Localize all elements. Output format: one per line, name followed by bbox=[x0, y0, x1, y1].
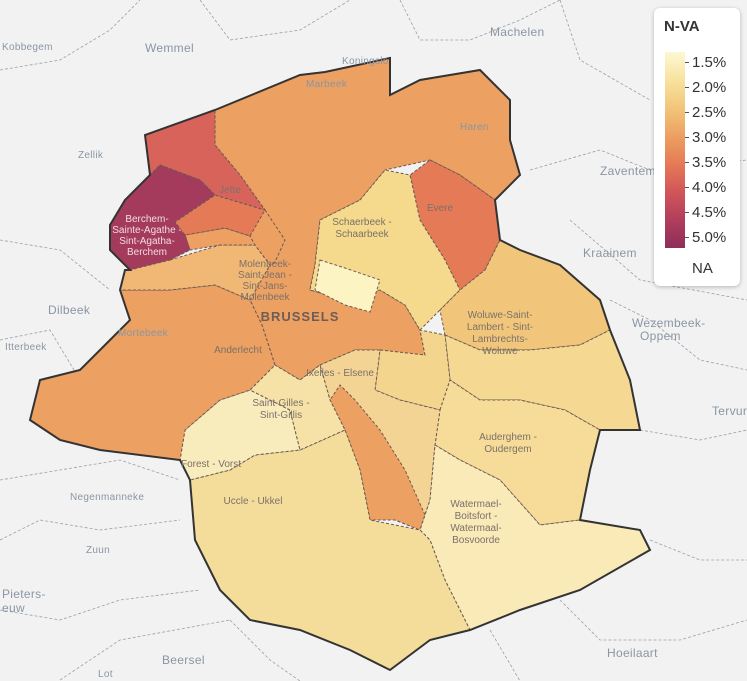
region-saint-josse bbox=[314, 259, 381, 313]
basemap-label: Haren bbox=[460, 122, 489, 133]
municipality-labels: Schaerbeek -Schaarbeek Evere Woluwe-Sain… bbox=[112, 185, 537, 546]
basemap-label: Negenmanneke bbox=[70, 492, 144, 503]
muni-label-jette: Jette bbox=[219, 185, 241, 196]
basemap-label: Oppem bbox=[640, 329, 681, 343]
basemap-label: Zellik bbox=[78, 150, 104, 161]
muni-label-watermael-3: Watermaal- bbox=[450, 523, 501, 534]
legend-tickmark bbox=[685, 162, 689, 163]
muni-label-molenbeek-4: Molenbeek bbox=[241, 292, 291, 303]
basemap-label: euw bbox=[2, 601, 25, 615]
muni-label-uccle: Uccle - Ukkel bbox=[224, 496, 283, 507]
map-legend: N-VA 1.5% 2.0% 2.5% 3.0% 3.5% 4.0% 4.5% … bbox=[654, 8, 740, 286]
legend-tickmark bbox=[685, 137, 689, 138]
svg-text:Berchem-Sainte-Agathe -Sint-Ag: Berchem-Sainte-Agathe -Sint-Agatha-Berch… bbox=[112, 214, 182, 258]
muni-label-forest: Forest - Vorst bbox=[181, 459, 241, 470]
muni-label-watermael-2: Boitsfort - bbox=[455, 511, 498, 522]
muni-label-auderghem-1: Auderghem - bbox=[479, 432, 537, 443]
basemap-label: Hoeilaart bbox=[607, 646, 658, 660]
muni-label-schaerbeek-2: Schaarbeek bbox=[335, 229, 389, 240]
legend-tickmark bbox=[685, 237, 689, 238]
muni-label-woluwe-4: Woluwe bbox=[482, 346, 518, 357]
muni-label-woluwe-3: Lambrechts- bbox=[472, 334, 528, 345]
legend-tickmark bbox=[685, 112, 689, 113]
basemap-label: Zaventem bbox=[600, 164, 656, 178]
legend-tick-label: 2.5% bbox=[692, 104, 727, 121]
basemap-labels: Kobbegem Wemmel Machelen Koningslo Haren… bbox=[2, 25, 747, 680]
muni-label-watermael-4: Bosvoorde bbox=[452, 535, 500, 546]
region-jette bbox=[144, 109, 267, 211]
basemap-label: Pieters- bbox=[2, 587, 46, 601]
region-outline bbox=[28, 56, 652, 672]
legend-na-label: NA bbox=[692, 260, 713, 277]
basemap-label: Tervuren bbox=[712, 404, 747, 418]
svg-text:Auderghem -Oudergem: Auderghem -Oudergem bbox=[479, 432, 537, 455]
muni-label-molenbeek-2: Saint-Jean - bbox=[238, 270, 292, 281]
muni-label-watermael-1: Watermael- bbox=[450, 499, 501, 510]
muni-label-molenbeek-3: Sint-Jans- bbox=[242, 281, 287, 292]
legend-tick-label: 2.0% bbox=[692, 79, 727, 96]
muni-label-woluwe-2: Lambert - Sint- bbox=[467, 322, 533, 333]
legend-color-ramp bbox=[665, 52, 685, 248]
city-label-brussels: BRUSSELS bbox=[261, 309, 340, 324]
basemap-label: Lot bbox=[98, 669, 113, 680]
basemap-label: Machelen bbox=[490, 25, 544, 39]
muni-label-berchem-3: Sint-Agatha- bbox=[119, 236, 175, 247]
muni-label-anderlecht: Anderlecht bbox=[214, 345, 262, 356]
legend-tick-label: 4.0% bbox=[692, 179, 727, 196]
muni-label-woluwe-1: Woluwe-Saint- bbox=[468, 310, 533, 321]
legend-tickmark bbox=[685, 62, 689, 63]
muni-label-saint-gilles-1: Saint-Gilles - bbox=[252, 398, 309, 409]
svg-text:Watermael-Boitsfort -Watermaal: Watermael-Boitsfort -Watermaal-Bosvoorde bbox=[450, 499, 501, 546]
legend-tick-label: 5.0% bbox=[692, 229, 727, 246]
muni-label-auderghem-2: Oudergem bbox=[484, 444, 531, 455]
svg-text:Saint-Gilles -Sint-Gillis: Saint-Gilles -Sint-Gillis bbox=[252, 398, 309, 421]
basemap-label: Wezembeek- bbox=[632, 316, 705, 330]
basemap-label: Koningslo bbox=[342, 56, 389, 67]
basemap-label: Dilbeek bbox=[48, 303, 91, 317]
svg-text:Woluwe-Saint-Lambert - Sint-La: Woluwe-Saint-Lambert - Sint-Lambrechts-W… bbox=[467, 310, 533, 357]
municipality-polygons[interactable] bbox=[29, 57, 651, 671]
basemap-label: Kobbegem bbox=[2, 42, 53, 53]
basemap-label: Kraainem bbox=[583, 246, 637, 260]
basemap-label: Marbeek bbox=[306, 79, 348, 90]
basemap-label: Wemmel bbox=[145, 41, 194, 55]
region-koekelberg-east bbox=[249, 209, 286, 266]
legend-tick-label: 4.5% bbox=[692, 204, 727, 221]
region-watermael-boitsfort bbox=[419, 444, 651, 631]
region-saint-gilles bbox=[249, 364, 346, 451]
legend-tickmark bbox=[685, 212, 689, 213]
legend-tickmark bbox=[685, 187, 689, 188]
basemap-label: Beersel bbox=[162, 653, 205, 667]
muni-label-ixelles: Ixelles - Elsene bbox=[306, 368, 374, 379]
basemap-label: Mortebeek bbox=[118, 328, 169, 339]
muni-label-berchem-1: Berchem- bbox=[125, 214, 168, 225]
muni-label-berchem-2: Sainte-Agathe - bbox=[112, 225, 182, 236]
basemap-label: Itterbeek bbox=[5, 342, 47, 353]
muni-label-berchem-4: Berchem bbox=[127, 247, 167, 258]
muni-label-molenbeek-1: Molenbeek- bbox=[239, 259, 291, 270]
svg-text:Schaerbeek -Schaarbeek: Schaerbeek -Schaarbeek bbox=[332, 217, 391, 240]
legend-tickmark bbox=[685, 87, 689, 88]
legend-tick-label: 3.0% bbox=[692, 129, 727, 146]
legend-title: N-VA bbox=[664, 18, 700, 35]
svg-text:Molenbeek-Saint-Jean -Sint-Jan: Molenbeek-Saint-Jean -Sint-Jans-Molenbee… bbox=[238, 259, 292, 303]
legend-tick-label: 1.5% bbox=[692, 54, 727, 71]
muni-label-schaerbeek-1: Schaerbeek - bbox=[332, 217, 391, 228]
legend-na-swatch bbox=[665, 260, 685, 274]
legend-tick-label: 3.5% bbox=[692, 154, 727, 171]
basemap-label: Zuun bbox=[86, 545, 110, 556]
muni-label-saint-gilles-2: Sint-Gillis bbox=[260, 410, 302, 421]
muni-label-evere: Evere bbox=[427, 203, 454, 214]
